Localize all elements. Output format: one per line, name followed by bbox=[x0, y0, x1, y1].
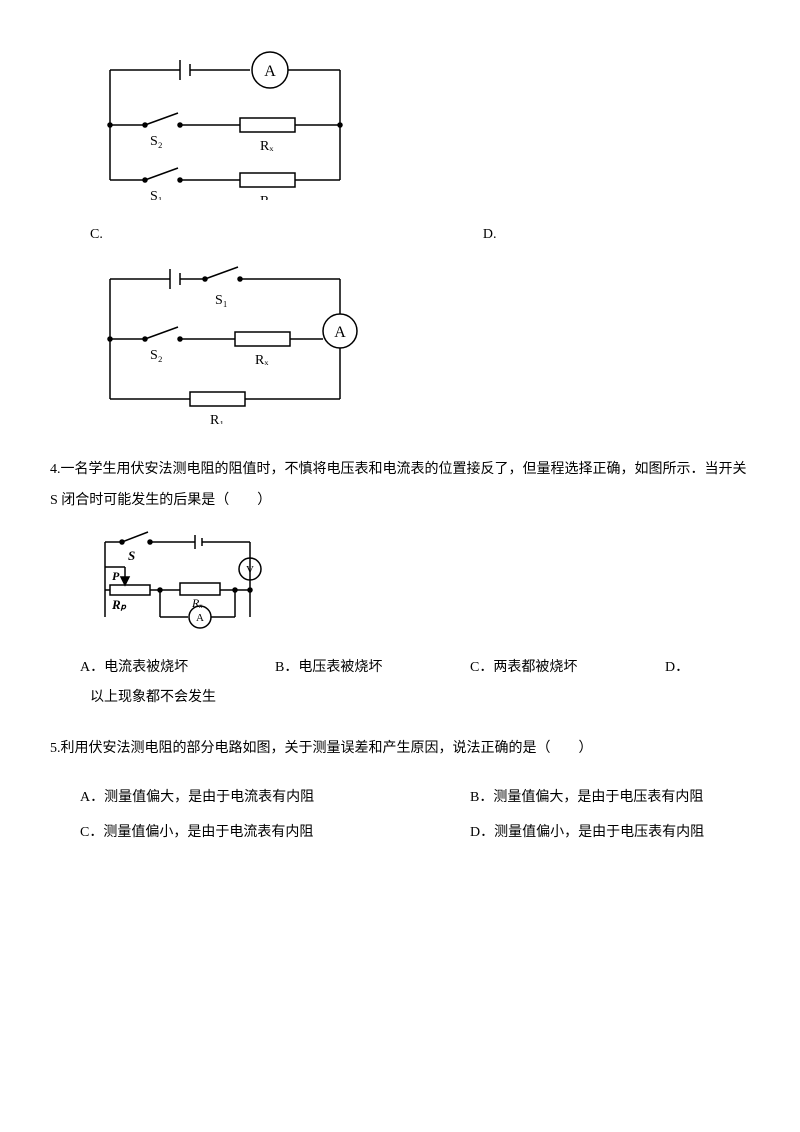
option-d-label: D. bbox=[483, 221, 497, 249]
q4-circuit-diagram: V A S P Rₚ R bbox=[90, 527, 750, 643]
svg-text:Rₓ: Rₓ bbox=[260, 139, 274, 154]
options-c-d-row: C. D. bbox=[70, 221, 730, 249]
svg-text:S₂: S₂ bbox=[150, 134, 163, 149]
q4-option-d-prefix: D． bbox=[665, 653, 689, 684]
q4-option-d-text: 以上现象都不会发生 bbox=[90, 683, 750, 714]
svg-text:P: P bbox=[112, 569, 120, 583]
option-c-label: C. bbox=[90, 221, 103, 249]
q5-option-c: C．测量值偏小，是由于电流表有内阻 bbox=[80, 815, 470, 850]
svg-text:Rₚ: Rₚ bbox=[111, 597, 127, 612]
svg-text:Rₓ: Rₓ bbox=[255, 353, 269, 368]
q4-option-c: C．两表都被烧坏 bbox=[470, 653, 665, 684]
svg-text:R₁: R₁ bbox=[210, 413, 224, 424]
q5-option-d: D．测量值偏小，是由于电压表有内阻 bbox=[470, 815, 704, 850]
q5-option-a: A．测量值偏大，是由于电流表有内阻 bbox=[80, 780, 470, 815]
q4-options: A．电流表被烧坏 B．电压表被烧坏 C．两表都被烧坏 D． bbox=[80, 653, 720, 684]
q4-option-b: B．电压表被烧坏 bbox=[275, 653, 470, 684]
question-5-text: 5.利用伏安法测电阻的部分电路如图，关于测量误差和产生原因，说法正确的是（ ） bbox=[50, 734, 750, 765]
question-4-text: 4.一名学生用伏安法测电阻的阻值时，不慎将电压表和电流表的位置接反了，但量程选择… bbox=[50, 455, 750, 517]
q5-option-b: B．测量值偏大，是由于电压表有内阻 bbox=[470, 780, 703, 815]
svg-text:Rₓ: Rₓ bbox=[191, 596, 203, 610]
svg-text:V: V bbox=[246, 564, 254, 576]
svg-text:S₁: S₁ bbox=[215, 293, 228, 308]
q5-options: A．测量值偏大，是由于电流表有内阻 B．测量值偏大，是由于电压表有内阻 C．测量… bbox=[80, 780, 720, 850]
svg-text:A: A bbox=[196, 612, 204, 624]
circuit-diagram-2: A S₁ S₂ Rₓ R₁ bbox=[90, 259, 750, 435]
svg-text:S: S bbox=[128, 548, 135, 563]
svg-text:S₂: S₂ bbox=[150, 348, 163, 363]
svg-text:A: A bbox=[264, 63, 276, 80]
q4-option-a: A．电流表被烧坏 bbox=[80, 653, 275, 684]
circuit-diagram-1: A S₂ bbox=[90, 50, 750, 211]
svg-text:A: A bbox=[334, 324, 346, 341]
svg-text:S₁: S₁ bbox=[150, 189, 163, 200]
svg-text:R₁: R₁ bbox=[260, 194, 274, 200]
